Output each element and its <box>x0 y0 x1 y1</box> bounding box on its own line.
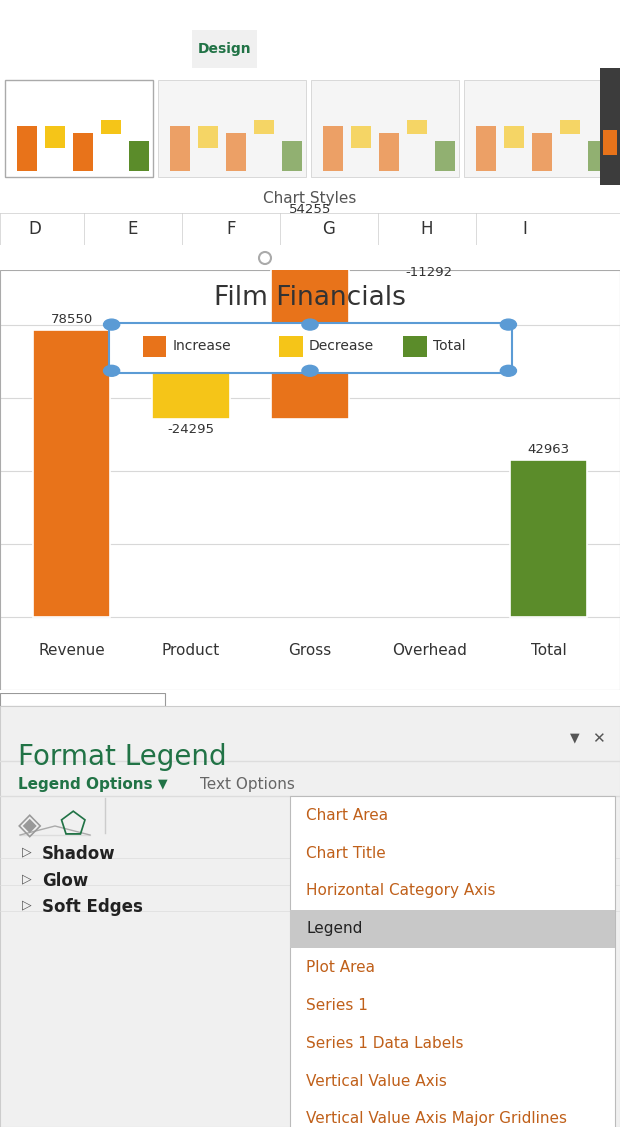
Bar <box>279 336 303 356</box>
Text: Decrease: Decrease <box>309 339 374 354</box>
Bar <box>476 126 496 171</box>
Circle shape <box>104 365 120 376</box>
Text: Glow: Glow <box>42 872 88 890</box>
Text: Shadow: Shadow <box>42 845 115 863</box>
Circle shape <box>104 319 120 330</box>
Text: 78550: 78550 <box>50 312 92 326</box>
Text: Chart Area: Chart Area <box>306 808 388 823</box>
Text: Chart Styles: Chart Styles <box>264 192 356 206</box>
Bar <box>73 133 93 171</box>
Bar <box>226 133 246 171</box>
Text: -11292: -11292 <box>405 266 453 279</box>
Text: ⬠: ⬠ <box>60 811 86 840</box>
Bar <box>351 126 371 148</box>
Bar <box>379 133 399 171</box>
Text: Text Options: Text Options <box>200 777 295 792</box>
Text: D: D <box>29 220 42 238</box>
Bar <box>600 68 620 185</box>
Bar <box>323 126 343 171</box>
Text: 42963: 42963 <box>528 443 570 455</box>
Bar <box>272 221 349 419</box>
Text: I: I <box>523 220 528 238</box>
Text: ▷: ▷ <box>22 845 32 858</box>
Text: Series 1: Series 1 <box>306 997 368 1012</box>
Text: E: E <box>128 220 138 238</box>
Bar <box>560 119 580 134</box>
Bar <box>403 336 427 356</box>
Bar <box>588 141 608 171</box>
Bar <box>170 126 190 171</box>
Bar <box>45 126 65 148</box>
Text: Format Legend: Format Legend <box>18 743 227 771</box>
Text: 54255: 54255 <box>289 203 331 216</box>
Bar <box>101 119 121 134</box>
Text: Product: Product <box>162 642 220 657</box>
Bar <box>391 221 468 261</box>
Bar <box>198 126 218 148</box>
Bar <box>603 130 617 156</box>
Bar <box>532 133 552 171</box>
Text: Chart Title: Chart Title <box>306 845 386 861</box>
Text: G: G <box>322 220 335 238</box>
Text: Legend Options: Legend Options <box>18 777 153 792</box>
Bar <box>435 141 455 171</box>
Text: -24295: -24295 <box>167 424 215 436</box>
Text: Overhead: Overhead <box>392 642 467 657</box>
Bar <box>152 330 229 419</box>
Text: ◈: ◈ <box>18 811 42 840</box>
Bar <box>129 141 149 171</box>
Text: Increase: Increase <box>172 339 231 354</box>
Bar <box>290 796 615 1127</box>
Text: Chart Tools: Chart Tools <box>272 8 348 23</box>
Circle shape <box>302 319 318 330</box>
Bar <box>311 80 459 177</box>
Text: Vertical Value Axis Major Gridlines: Vertical Value Axis Major Gridlines <box>306 1111 567 1127</box>
Text: Total: Total <box>433 339 466 354</box>
Text: Review: Review <box>61 42 111 56</box>
Bar <box>143 336 166 356</box>
Text: Film Financials: Film Financials <box>214 285 406 311</box>
Bar <box>290 909 615 948</box>
Bar <box>407 119 427 134</box>
Bar <box>504 126 524 148</box>
Bar <box>0 693 165 706</box>
Bar <box>282 141 302 171</box>
Text: Series 1 Data Labels: Series 1 Data Labels <box>306 1036 464 1050</box>
Text: View: View <box>136 42 169 56</box>
Bar <box>5 80 153 177</box>
Text: F: F <box>226 220 236 238</box>
Text: ▷: ▷ <box>22 872 32 885</box>
Text: Design: Design <box>198 42 251 56</box>
Bar <box>254 119 274 134</box>
Text: Gross: Gross <box>288 642 332 657</box>
Text: Plot Area: Plot Area <box>306 959 375 975</box>
FancyBboxPatch shape <box>108 322 511 373</box>
Text: ⍠ Tell me what you want t: ⍠ Tell me what you want t <box>370 43 531 55</box>
Bar <box>464 80 612 177</box>
Text: Vertical Value Axis: Vertical Value Axis <box>306 1074 447 1089</box>
Text: Total: Total <box>531 642 566 657</box>
Text: ▼: ▼ <box>570 731 580 744</box>
Bar <box>17 126 37 171</box>
Circle shape <box>500 365 516 376</box>
Circle shape <box>500 319 516 330</box>
Text: Revenue: Revenue <box>38 642 105 657</box>
Text: Legend: Legend <box>306 922 362 937</box>
Text: ta: ta <box>17 42 31 56</box>
Text: H: H <box>421 220 433 238</box>
Text: xlsl - Excel: xlsl - Excel <box>8 8 91 23</box>
Bar <box>510 460 587 616</box>
Text: ✕: ✕ <box>591 731 604 746</box>
Text: ▼: ▼ <box>158 777 167 790</box>
Text: ▷: ▷ <box>22 898 32 911</box>
Text: Soft Edges: Soft Edges <box>42 898 143 916</box>
Text: Horizontal Category Axis: Horizontal Category Axis <box>306 884 495 898</box>
Bar <box>192 30 257 68</box>
Text: Format: Format <box>277 42 326 56</box>
Bar <box>158 80 306 177</box>
Bar <box>33 330 110 616</box>
Circle shape <box>302 365 318 376</box>
